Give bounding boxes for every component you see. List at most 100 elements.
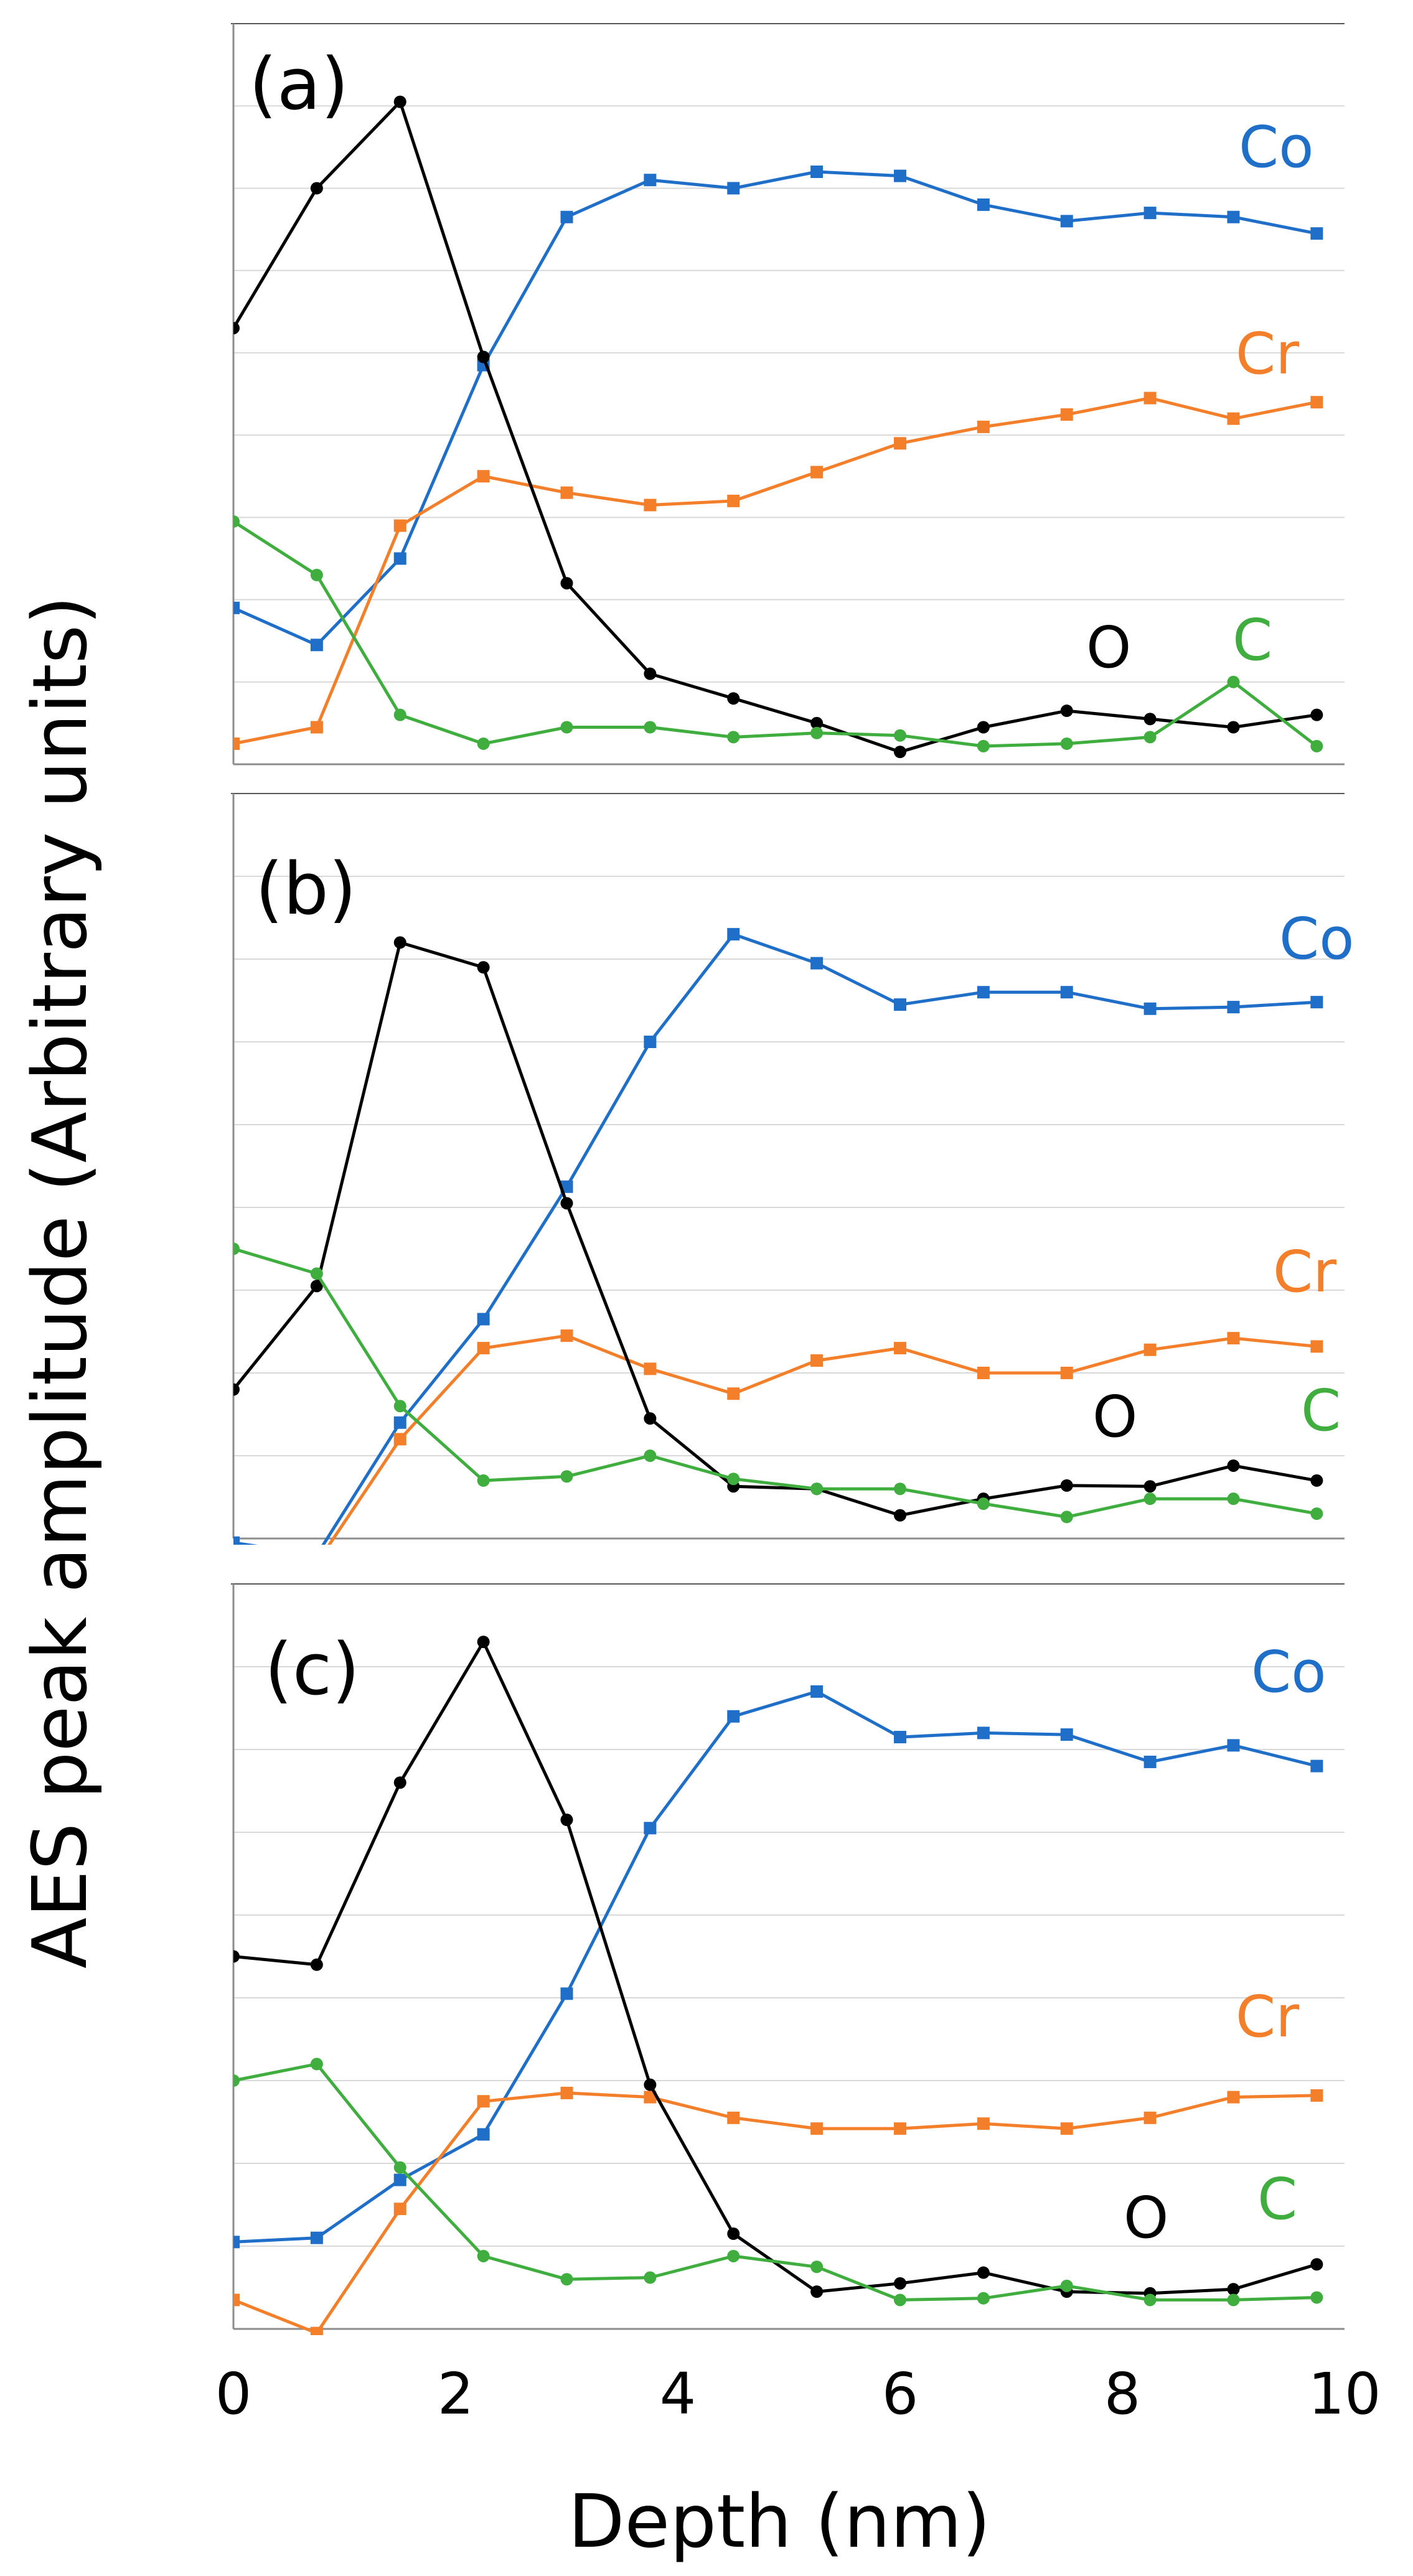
data-point-c bbox=[560, 1470, 573, 1483]
data-point-co bbox=[894, 1731, 906, 1744]
data-point-o bbox=[644, 1412, 657, 1425]
data-point-o bbox=[810, 2285, 824, 2298]
data-point-co bbox=[1227, 1001, 1240, 1014]
data-point-c bbox=[727, 731, 740, 744]
data-point-cr bbox=[977, 1367, 990, 1379]
data-point-c bbox=[1310, 739, 1323, 752]
data-point-co bbox=[233, 601, 240, 614]
data-point-cr bbox=[477, 1342, 490, 1355]
data-point-co bbox=[393, 2173, 406, 2186]
data-point-c bbox=[310, 1267, 323, 1280]
x-tick-label: 0 bbox=[215, 2361, 252, 2427]
data-point-cr bbox=[977, 2117, 990, 2130]
data-point-cr bbox=[233, 737, 240, 750]
data-point-c bbox=[1227, 2293, 1240, 2307]
data-point-o bbox=[1310, 2258, 1323, 2271]
data-point-c bbox=[393, 2161, 406, 2174]
data-point-co bbox=[727, 928, 740, 941]
data-point-co bbox=[644, 1822, 657, 1835]
data-point-cr bbox=[310, 721, 323, 734]
data-point-c bbox=[1143, 1492, 1157, 1506]
series-line-cr bbox=[233, 2091, 1317, 2335]
data-point-c bbox=[1060, 1510, 1073, 1524]
data-point-cr bbox=[727, 494, 740, 507]
data-point-o bbox=[727, 692, 740, 705]
panel-a: (a) Co Cr O C bbox=[231, 23, 1345, 766]
data-point-co bbox=[810, 166, 824, 178]
data-point-c bbox=[644, 721, 657, 734]
x-tick-label: 2 bbox=[438, 2361, 474, 2427]
data-point-cr bbox=[1060, 1367, 1073, 1379]
data-point-c bbox=[560, 721, 573, 734]
series-label-cr: Cr bbox=[1236, 321, 1299, 387]
data-point-o bbox=[1227, 721, 1240, 734]
data-point-o bbox=[310, 182, 323, 195]
data-point-c bbox=[310, 568, 323, 581]
data-point-co bbox=[1143, 1002, 1157, 1015]
data-point-cr bbox=[1310, 1340, 1323, 1353]
series-label-o: O bbox=[1124, 2185, 1168, 2251]
data-point-cr bbox=[1310, 396, 1323, 409]
data-point-c bbox=[977, 739, 990, 752]
data-point-o bbox=[727, 2227, 740, 2241]
data-point-o bbox=[1143, 713, 1157, 726]
data-point-o bbox=[310, 1958, 323, 1971]
data-point-cr bbox=[810, 2122, 824, 2135]
data-point-co bbox=[977, 986, 990, 999]
data-point-o bbox=[977, 2266, 990, 2279]
series-label-co: Co bbox=[1251, 1639, 1326, 1705]
data-point-o bbox=[560, 1814, 573, 1827]
data-point-c bbox=[1310, 2291, 1323, 2304]
data-point-c bbox=[1143, 2293, 1157, 2307]
data-point-cr bbox=[1060, 2122, 1073, 2135]
data-point-co bbox=[894, 998, 906, 1011]
data-point-c bbox=[477, 737, 490, 750]
plot-area bbox=[233, 95, 1323, 759]
data-point-cr bbox=[393, 519, 406, 532]
x-axis-tick-labels: 0 2 4 6 8 10 bbox=[215, 2361, 1381, 2427]
data-point-cr bbox=[560, 1329, 573, 1342]
panel-b: (b) Co Cr O C bbox=[231, 793, 1354, 1545]
data-point-c bbox=[644, 2271, 657, 2284]
data-point-cr bbox=[393, 1433, 406, 1446]
data-point-c bbox=[233, 1242, 240, 1255]
data-point-co bbox=[644, 1036, 657, 1048]
series-line-o bbox=[233, 100, 1317, 754]
data-point-cr bbox=[310, 2326, 323, 2335]
data-point-cr bbox=[560, 486, 573, 499]
panel-c: (c) Co Cr O C bbox=[231, 1583, 1345, 2335]
data-point-o bbox=[233, 1383, 240, 1396]
data-point-cr bbox=[1310, 2089, 1323, 2102]
data-point-cr bbox=[644, 1362, 657, 1375]
data-point-o bbox=[393, 1776, 406, 1789]
data-point-c bbox=[894, 729, 906, 742]
series-line-c bbox=[233, 2062, 1317, 2302]
data-point-o bbox=[1143, 1480, 1157, 1493]
data-point-c bbox=[810, 726, 824, 739]
data-point-cr bbox=[1227, 2091, 1240, 2104]
plot-area bbox=[233, 928, 1323, 1545]
data-point-o bbox=[477, 961, 490, 974]
data-point-cr bbox=[727, 2111, 740, 2124]
data-point-c bbox=[977, 2292, 990, 2305]
series-line-co bbox=[233, 1690, 1318, 2244]
data-point-co bbox=[644, 174, 657, 187]
data-point-o bbox=[644, 2078, 657, 2091]
series-line-co bbox=[233, 170, 1317, 647]
data-point-cr bbox=[1143, 1343, 1157, 1356]
plot-area bbox=[233, 1636, 1323, 2335]
data-point-co bbox=[1060, 215, 1073, 228]
data-point-c bbox=[727, 1473, 740, 1486]
x-tick-label: 4 bbox=[660, 2361, 697, 2427]
data-point-co bbox=[560, 1987, 573, 2000]
series-label-cr: Cr bbox=[1236, 1984, 1299, 2050]
series-label-cr: Cr bbox=[1273, 1239, 1336, 1305]
data-point-o bbox=[560, 1197, 573, 1210]
data-point-co bbox=[1310, 227, 1323, 240]
x-tick-label: 6 bbox=[882, 2361, 919, 2427]
data-point-cr bbox=[894, 1342, 906, 1355]
series-label-c: C bbox=[1232, 607, 1272, 673]
data-point-c bbox=[1227, 1492, 1240, 1506]
panel-label: (b) bbox=[255, 848, 357, 931]
